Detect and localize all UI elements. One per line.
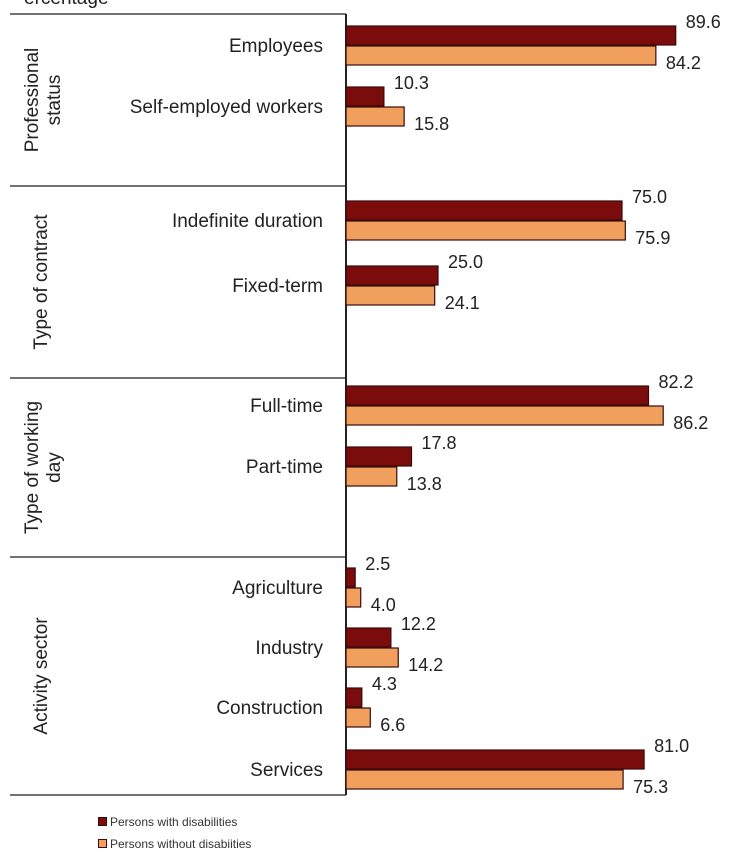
legend-label-with-disabilities: Persons with disabilities: [110, 814, 238, 829]
bar-agriculture-series-2: [345, 587, 362, 608]
data-label-self-employed-workers-series-2: 15.8: [414, 114, 449, 134]
group-label-type-of-contract: Type of contract: [31, 214, 52, 350]
data-label-full-time-series-2: 86.2: [673, 413, 708, 433]
data-label-services-series-1: 81.0: [654, 736, 689, 756]
bar-full-time-series-2: [345, 405, 664, 426]
bar-full-time-series-1: [345, 385, 650, 406]
category-label-full-time: Full-time: [250, 396, 323, 417]
category-label-services: Services: [250, 760, 323, 781]
data-label-industry-series-2: 14.2: [408, 655, 443, 675]
bar-employees-series-2: [345, 45, 657, 66]
data-label-part-time-series-2: 13.8: [407, 474, 442, 494]
data-label-construction-series-2: 6.6: [380, 715, 405, 735]
bar-construction-series-1: [345, 687, 363, 708]
data-label-construction-series-1: 4.3: [372, 674, 397, 694]
data-label-employees-series-2: 84.2: [666, 53, 701, 73]
bar-part-time-series-1: [345, 446, 413, 467]
data-label-services-series-2: 75.3: [633, 777, 668, 797]
legend-item-with-disabilities: Persons with disabilities: [98, 813, 251, 830]
group-label-professional: Professional: [22, 48, 43, 153]
category-label-indefinite-duration: Indefinite duration: [172, 211, 323, 232]
group-label-status: status: [44, 75, 65, 126]
category-label-industry: Industry: [255, 638, 323, 659]
group-label-day: day: [44, 452, 65, 483]
bar-fixed-term-series-2: [345, 285, 436, 306]
category-label-construction: Construction: [216, 698, 323, 719]
group-label-activity-sector: Activity sector: [31, 617, 52, 735]
data-label-part-time-series-1: 17.8: [422, 433, 457, 453]
data-label-agriculture-series-1: 2.5: [365, 554, 390, 574]
group-label-type-of-working: Type of working: [22, 401, 43, 534]
bar-employees-series-1: [345, 25, 677, 46]
data-label-employees-series-1: 89.6: [686, 12, 721, 32]
bar-industry-series-1: [345, 627, 392, 648]
chart-title: ercentage: [24, 0, 109, 9]
legend-item-without-disabilities: Persons without disabiities: [98, 835, 251, 852]
bar-self-employed-workers-series-2: [345, 106, 405, 127]
bar-services-series-1: [345, 749, 645, 770]
data-label-fixed-term-series-1: 25.0: [448, 252, 483, 272]
bar-part-time-series-2: [345, 466, 398, 487]
legend-label-without-disabilities: Persons without disabiities: [110, 836, 252, 851]
category-label-agriculture: Agriculture: [232, 578, 323, 599]
data-label-indefinite-duration-series-2: 75.9: [635, 228, 670, 248]
data-label-full-time-series-1: 82.2: [658, 372, 693, 392]
bar-agriculture-series-1: [345, 567, 356, 588]
category-label-fixed-term: Fixed-term: [232, 276, 323, 297]
bar-services-series-2: [345, 769, 624, 790]
category-label-employees: Employees: [229, 36, 323, 57]
data-label-industry-series-1: 12.2: [401, 614, 436, 634]
legend-swatch-without-disabilities: [98, 839, 107, 848]
bar-self-employed-workers-series-1: [345, 86, 385, 107]
data-label-fixed-term-series-2: 24.1: [445, 293, 480, 313]
category-label-part-time: Part-time: [246, 457, 323, 478]
bar-industry-series-2: [345, 647, 399, 668]
bar-indefinite-duration-series-1: [345, 200, 623, 221]
legend: Persons with disabilities Persons withou…: [98, 813, 251, 857]
bar-construction-series-2: [345, 707, 371, 728]
data-label-indefinite-duration-series-1: 75.0: [632, 187, 667, 207]
bar-fixed-term-series-1: [345, 265, 439, 286]
category-label-self-employed-workers: Self-employed workers: [130, 97, 323, 118]
bar-indefinite-duration-series-2: [345, 220, 626, 241]
legend-swatch-with-disabilities: [98, 817, 107, 826]
data-label-self-employed-workers-series-1: 10.3: [394, 73, 429, 93]
data-label-agriculture-series-2: 4.0: [371, 595, 396, 615]
